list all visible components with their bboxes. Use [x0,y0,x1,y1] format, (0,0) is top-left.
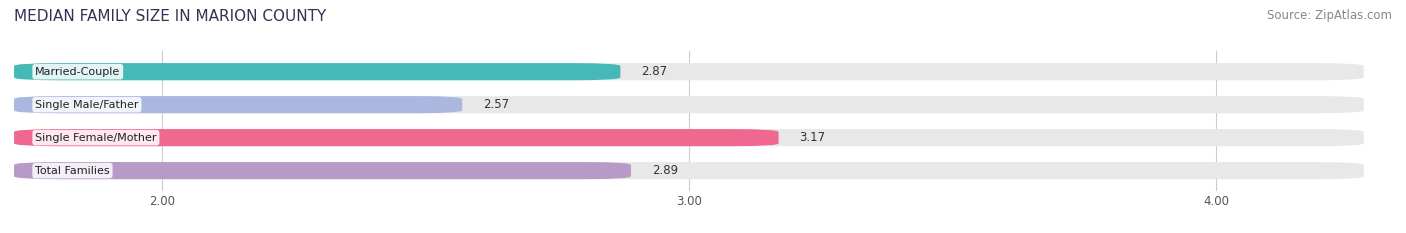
Text: Source: ZipAtlas.com: Source: ZipAtlas.com [1267,9,1392,22]
FancyBboxPatch shape [14,96,463,113]
Text: Single Female/Mother: Single Female/Mother [35,133,156,143]
FancyBboxPatch shape [14,96,1364,113]
FancyBboxPatch shape [14,129,779,146]
FancyBboxPatch shape [14,129,1364,146]
Text: Married-Couple: Married-Couple [35,67,121,77]
Text: MEDIAN FAMILY SIZE IN MARION COUNTY: MEDIAN FAMILY SIZE IN MARION COUNTY [14,9,326,24]
FancyBboxPatch shape [14,162,1364,179]
FancyBboxPatch shape [14,162,631,179]
Text: 2.89: 2.89 [652,164,678,177]
Text: 2.87: 2.87 [641,65,668,78]
Text: Total Families: Total Families [35,166,110,176]
Text: Single Male/Father: Single Male/Father [35,100,139,110]
Text: 3.17: 3.17 [800,131,825,144]
Text: 2.57: 2.57 [484,98,509,111]
FancyBboxPatch shape [14,63,620,80]
FancyBboxPatch shape [14,63,1364,80]
